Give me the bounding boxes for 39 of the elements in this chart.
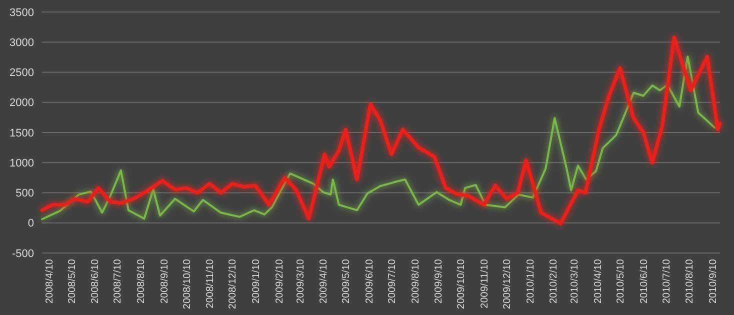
- x-tick-label: 2010/6/10: [638, 258, 650, 304]
- y-tick-label: -500: [12, 248, 34, 260]
- y-tick-label: 500: [16, 188, 34, 200]
- x-tick-label: 2009/2/10: [274, 258, 286, 304]
- y-tick-label: 2500: [10, 67, 34, 80]
- x-tick-label: 2009/6/10: [364, 258, 376, 304]
- x-tick-label: 2010/5/10: [616, 258, 627, 304]
- x-tick-label: 2010/7/10: [661, 258, 672, 304]
- x-tick-label: 2009/1/10: [250, 258, 262, 304]
- x-tick-label: 2008/10/10: [182, 258, 193, 310]
- y-tick-label: 1000: [10, 157, 34, 170]
- x-tick-label: 2009/10/10: [456, 258, 468, 310]
- x-tick-label: 2008/8/10: [136, 258, 147, 304]
- x-tick-label: 2009/5/10: [341, 258, 352, 304]
- x-tick-label: 2008/11/10: [205, 258, 216, 308]
- x-tick-label: 2008/9/10: [159, 258, 170, 304]
- x-tick-label: 2009/11/10: [479, 258, 490, 308]
- x-tick-label: 2009/9/10: [434, 258, 445, 304]
- x-tick-label: 2010/9/10: [708, 258, 719, 304]
- x-tick-label: 2008/12/10: [228, 258, 239, 310]
- x-tick-label: 2010/1/10: [525, 258, 536, 304]
- x-tick-label: 2008/7/10: [112, 258, 124, 304]
- y-tick-label: 3500: [10, 6, 34, 19]
- x-tick-label: 2010/8/10: [684, 258, 696, 304]
- y-tick-label: 2000: [10, 97, 34, 110]
- x-tick-label: 2008/4/10: [44, 258, 56, 304]
- x-tick-label: 2010/3/10: [570, 258, 581, 304]
- x-tick-label: 2010/2/10: [548, 258, 560, 304]
- y-tick-label: 0: [28, 218, 34, 230]
- x-tick-label: 2009/12/10: [502, 258, 514, 310]
- x-tick-label: 2009/3/10: [295, 258, 306, 304]
- x-tick-label: 2009/8/10: [410, 258, 422, 304]
- x-tick-label: 2009/4/10: [318, 258, 330, 304]
- x-tick-label: 2010/4/10: [592, 258, 604, 304]
- x-tick-label: 2008/6/10: [90, 258, 102, 304]
- x-tick-label: 2009/7/10: [387, 258, 398, 304]
- y-tick-label: 3000: [10, 36, 34, 49]
- x-tick-label: 2008/5/10: [66, 258, 78, 304]
- y-tick-label: 1500: [10, 127, 34, 140]
